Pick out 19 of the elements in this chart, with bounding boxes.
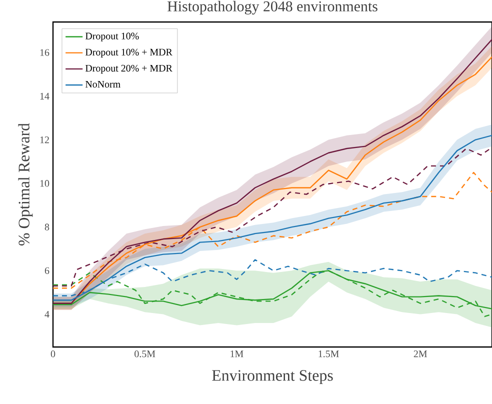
legend-label: Dropout 10% <box>85 32 139 42</box>
y-tick-label: 10 <box>40 180 50 187</box>
legend-label: NoNorm <box>85 80 120 88</box>
y-axis-title: % Optimal Reward <box>18 123 33 246</box>
x-axis-title: Environment Steps <box>212 370 333 384</box>
y-tick-label: 12 <box>40 136 49 144</box>
chart-title: Histopathology 2048 environments <box>168 0 378 14</box>
x-tick-label: 0 <box>50 350 56 358</box>
y-tick-label: 14 <box>40 92 50 100</box>
x-tick-label: 0.5M <box>134 350 156 358</box>
y-tick-label: 8 <box>44 224 50 230</box>
y-tick-label: 16 <box>40 49 50 56</box>
y-tick-label: 6 <box>44 267 50 274</box>
x-tick-label: 2M <box>414 350 428 358</box>
y-tick-label: 4 <box>44 310 50 318</box>
x-tick-label: 1.5M <box>318 350 339 358</box>
x-tick-label: 1M <box>230 350 244 358</box>
legend-label: Dropout 20% + MDR <box>85 64 172 74</box>
legend-label: Dropout 10% + MDR <box>85 48 172 58</box>
